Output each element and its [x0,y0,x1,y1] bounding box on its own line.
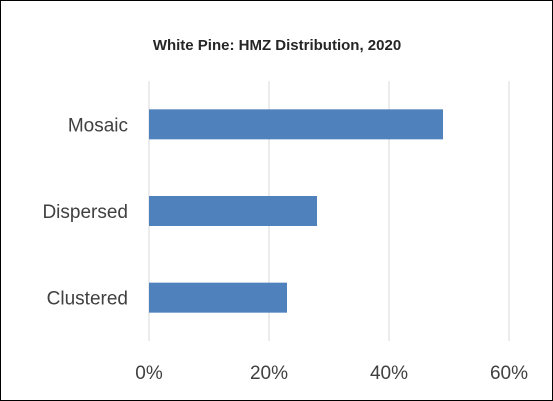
category-labels: Mosaic Dispersed Clustered [42,115,128,309]
bar-mosaic [149,109,443,140]
bars [149,109,443,313]
category-label-dispersed: Dispersed [42,202,128,223]
x-tick-label: 20% [250,363,288,384]
chart-title: White Pine: HMZ Distribution, 2020 [153,37,401,54]
bar-dispersed [149,196,317,226]
x-tick-label: 0% [135,363,163,384]
x-tick-label: 60% [490,363,528,384]
x-tick-labels: 0% 20% 40% 60% [135,363,528,384]
category-label-clustered: Clustered [47,289,128,310]
x-tick-label: 40% [370,363,408,384]
bar-clustered [149,282,287,313]
category-label-mosaic: Mosaic [68,115,128,136]
